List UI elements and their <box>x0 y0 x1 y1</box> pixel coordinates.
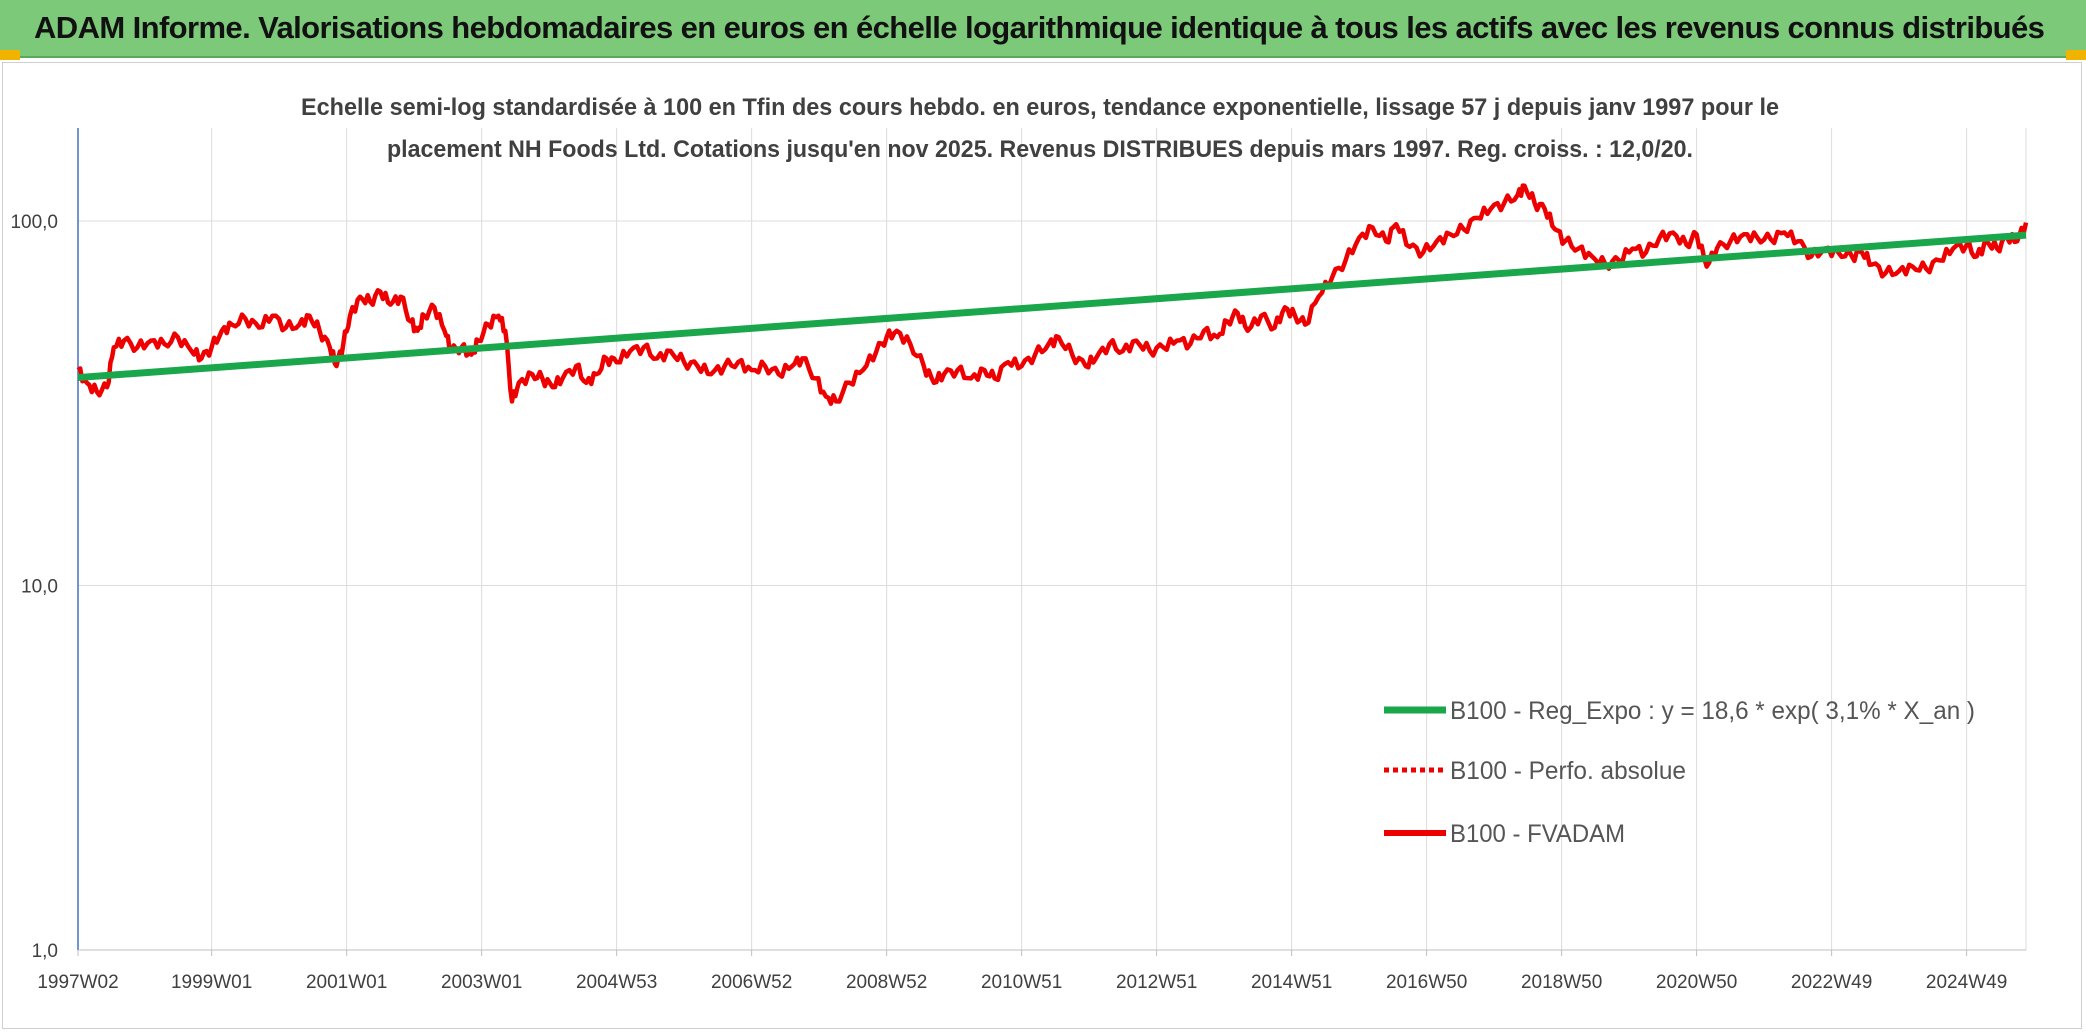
series <box>76 183 2029 406</box>
x-tick-label: 2012W51 <box>1116 972 1197 993</box>
x-tick-label: 2020W50 <box>1656 972 1737 993</box>
x-tick-label: 2024W49 <box>1926 972 2007 993</box>
grid <box>78 128 2027 951</box>
banner: ADAM Informe. Valorisations hebdomadaire… <box>0 0 2086 58</box>
series-trend-line <box>77 231 2027 382</box>
x-tick-label: 1997W02 <box>37 972 118 993</box>
x-tick-label: 2018W50 <box>1521 972 1602 993</box>
x-tick-label: 2004W53 <box>576 972 657 993</box>
x-tick-label: 2022W49 <box>1791 972 1872 993</box>
legend-label-fvadam: B100 - FVADAM <box>1450 820 1625 848</box>
legend-label-perfo: B100 - Perfo. absolue <box>1450 757 1686 785</box>
legend-label-trend: B100 - Reg_Expo : y = 18,6 * exp( 3,1% *… <box>1450 697 1975 725</box>
x-tick-label: 2001W01 <box>306 972 387 993</box>
y-tick-label: 1,0 <box>32 941 58 962</box>
x-tick-label: 2006W52 <box>711 972 792 993</box>
axes: 1997W02 1999W01 2001W01 2003W01 2004W53 2006W… <box>10 128 2026 993</box>
y-tick-label: 10,0 <box>21 577 58 598</box>
corner-mark-left <box>0 50 20 60</box>
x-tick-label: 2003W01 <box>441 972 522 993</box>
corner-mark-right <box>2066 50 2086 60</box>
x-tick-label: 2008W52 <box>846 972 927 993</box>
chart-title-line-1: Echelle semi-log standardisée à 100 en T… <box>301 94 1779 121</box>
legend: B100 - Reg_Expo : y = 18,6 * exp( 3,1% *… <box>1384 697 1975 848</box>
x-tick-label: 2010W51 <box>981 972 1062 993</box>
banner-title: ADAM Informe. Valorisations hebdomadaire… <box>34 10 2045 45</box>
chart-frame <box>2 62 2082 1029</box>
series-fvadam-line <box>76 183 2029 406</box>
x-tick-label: 1999W01 <box>171 972 252 993</box>
y-tick-label: 100,0 <box>10 212 58 233</box>
x-tick-label: 2016W50 <box>1386 972 1467 993</box>
chart-title-line-2: placement NH Foods Ltd. Cotations jusqu'… <box>387 136 1693 163</box>
x-tick-label: 2014W51 <box>1251 972 1332 993</box>
